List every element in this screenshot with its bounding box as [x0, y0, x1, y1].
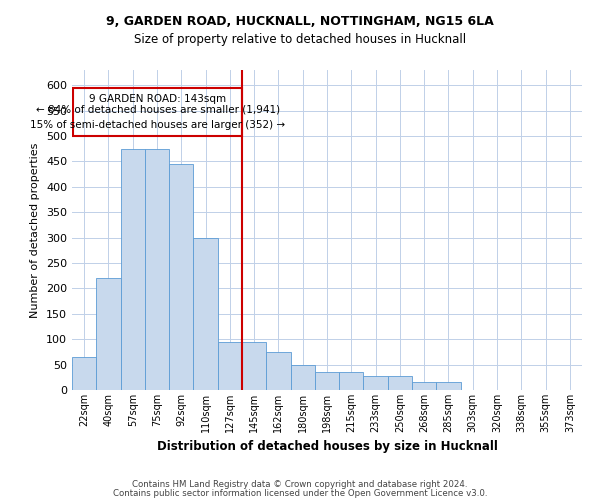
- Bar: [96, 278, 121, 390]
- Y-axis label: Number of detached properties: Number of detached properties: [31, 142, 40, 318]
- Bar: [339, 372, 364, 390]
- Bar: [290, 364, 315, 390]
- Bar: [193, 238, 218, 390]
- Bar: [242, 342, 266, 390]
- Text: Contains HM Land Registry data © Crown copyright and database right 2024.: Contains HM Land Registry data © Crown c…: [132, 480, 468, 489]
- Text: 15% of semi-detached houses are larger (352) →: 15% of semi-detached houses are larger (…: [30, 120, 285, 130]
- Bar: [412, 382, 436, 390]
- Bar: [436, 382, 461, 390]
- Bar: [145, 148, 169, 390]
- Bar: [315, 372, 339, 390]
- Bar: [73, 88, 242, 136]
- Bar: [121, 148, 145, 390]
- Text: 9, GARDEN ROAD, HUCKNALL, NOTTINGHAM, NG15 6LA: 9, GARDEN ROAD, HUCKNALL, NOTTINGHAM, NG…: [106, 15, 494, 28]
- Text: ← 84% of detached houses are smaller (1,941): ← 84% of detached houses are smaller (1,…: [35, 104, 280, 115]
- Bar: [388, 376, 412, 390]
- Text: Size of property relative to detached houses in Hucknall: Size of property relative to detached ho…: [134, 32, 466, 46]
- X-axis label: Distribution of detached houses by size in Hucknall: Distribution of detached houses by size …: [157, 440, 497, 454]
- Bar: [218, 342, 242, 390]
- Bar: [169, 164, 193, 390]
- Bar: [72, 357, 96, 390]
- Text: 9 GARDEN ROAD: 143sqm: 9 GARDEN ROAD: 143sqm: [89, 94, 226, 104]
- Text: Contains public sector information licensed under the Open Government Licence v3: Contains public sector information licen…: [113, 488, 487, 498]
- Bar: [364, 376, 388, 390]
- Bar: [266, 352, 290, 390]
